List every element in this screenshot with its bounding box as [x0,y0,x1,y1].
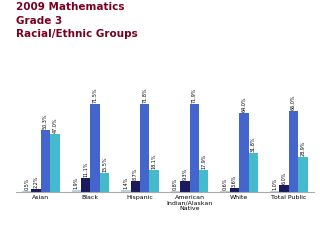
Text: 9.3%: 9.3% [182,167,188,180]
Bar [171,191,180,192]
Text: 1.4%: 1.4% [124,177,128,189]
Text: 15.5%: 15.5% [102,156,107,172]
Bar [131,181,140,192]
Text: 1.9%: 1.9% [74,176,79,189]
Bar [91,104,100,192]
Text: 31.8%: 31.8% [251,137,256,152]
Text: 71.9%: 71.9% [192,87,197,103]
Text: 0.5%: 0.5% [24,178,29,190]
Text: 71.5%: 71.5% [92,88,98,103]
Text: 18.1%: 18.1% [152,153,156,169]
Bar [72,190,81,192]
Bar [289,111,298,192]
Text: 64.0%: 64.0% [241,97,246,113]
Text: 11.1%: 11.1% [83,162,88,177]
Text: 0.8%: 0.8% [173,178,178,190]
Bar [41,130,50,192]
Text: 28.9%: 28.9% [300,140,305,156]
Bar [149,170,159,192]
Text: 2.2%: 2.2% [34,176,39,188]
Bar [81,178,90,192]
Bar [121,190,131,192]
Text: 50.3%: 50.3% [43,114,48,129]
Bar [220,191,230,192]
Text: 6.0%: 6.0% [282,171,287,184]
Text: 66.0%: 66.0% [291,95,296,110]
Bar [270,191,279,192]
Bar [279,185,289,192]
Bar [140,104,149,192]
Text: 1.0%: 1.0% [272,177,277,190]
Bar [199,170,208,192]
Bar [190,104,199,192]
Text: 3.6%: 3.6% [232,174,237,187]
Text: 0.6%: 0.6% [223,178,228,190]
Bar [239,114,249,192]
Bar [50,134,60,192]
Text: 17.9%: 17.9% [201,154,206,169]
Bar [298,156,308,192]
Bar [249,153,258,192]
Text: 47.0%: 47.0% [52,118,57,133]
Text: 8.7%: 8.7% [133,168,138,180]
Text: 71.8%: 71.8% [142,87,147,103]
Bar [31,189,41,192]
Bar [22,191,31,192]
Text: 2009 Mathematics
Grade 3
Racial/Ethnic Groups: 2009 Mathematics Grade 3 Racial/Ethnic G… [16,2,138,39]
Bar [230,188,239,192]
Bar [180,180,189,192]
Bar [100,173,109,192]
